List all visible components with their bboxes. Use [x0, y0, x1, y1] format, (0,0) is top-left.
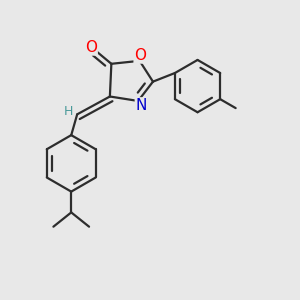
Text: H: H — [64, 106, 74, 118]
Text: O: O — [134, 48, 146, 63]
Text: N: N — [135, 98, 147, 113]
Text: O: O — [85, 40, 97, 55]
